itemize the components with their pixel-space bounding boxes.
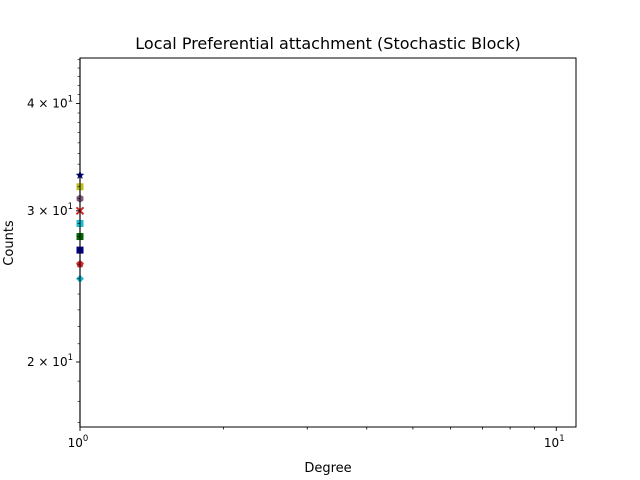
plot-area: 100 101 2 × 101 3 × 101 4 × 101 [27,57,577,450]
x-axis-label: Degree [304,461,351,476]
y-tick-label-1: 3 × 101 [27,202,73,218]
y-tick-label-2: 4 × 101 [27,95,73,111]
x-tick-label-1: 101 [544,434,565,450]
axes-frame [79,57,577,428]
y-axis-label: Counts [2,220,17,266]
y-tick-label-0: 2 × 101 [27,353,73,369]
chart-title: Local Preferential attachment (Stochasti… [135,34,520,53]
x-tick-label-0: 100 [68,434,89,450]
